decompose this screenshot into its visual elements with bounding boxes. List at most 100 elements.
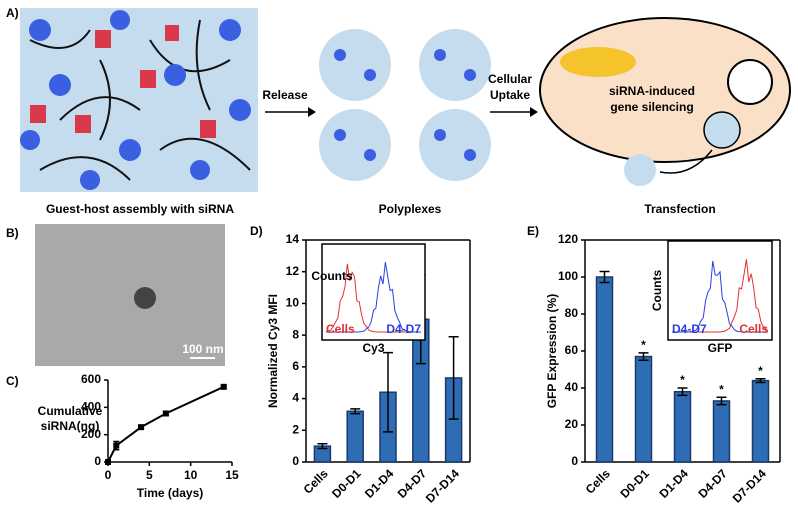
endosome (703, 111, 741, 149)
panel-label: D) (250, 224, 263, 238)
inset-x-label: GFP (708, 341, 733, 355)
x-tick-label: D7-D14 (730, 466, 769, 505)
assembly-drawing (29, 19, 251, 181)
y-tick-label: 0 (292, 454, 299, 468)
histogram-curve (672, 260, 768, 333)
inset-x-label: Cy3 (362, 341, 384, 355)
caption: Polyplexes (379, 202, 442, 216)
x-tick-label: D1-D4 (362, 466, 397, 501)
endosome (727, 59, 773, 105)
marker (105, 459, 111, 465)
error-bar (677, 387, 688, 397)
particle (134, 287, 156, 309)
y-tick-label: 6 (292, 359, 299, 373)
tem-image (35, 224, 225, 366)
y-tick-label: 20 (565, 417, 579, 431)
error-bar (599, 270, 610, 284)
inset-legend: D4-D7 (386, 322, 421, 336)
marker (162, 410, 169, 417)
arrow-label: Uptake (490, 88, 530, 102)
error-bar (317, 443, 328, 450)
inset-frame (321, 243, 426, 341)
x-tick-label: 15 (225, 468, 239, 482)
inset-legend: D4-D7 (672, 322, 707, 336)
y-tick-label: 80 (565, 306, 579, 320)
y-axis-title: Normalized Cy3 MFI (266, 294, 280, 408)
annotation: gene silencing (610, 100, 693, 114)
y-tick-label: 10 (286, 296, 300, 310)
error-bar (755, 378, 766, 384)
y-tick-label: 4 (292, 391, 299, 405)
y-tick-label: 8 (292, 327, 299, 341)
y-tick-label: 14 (286, 232, 300, 246)
bar (673, 390, 692, 463)
annotation: siRNA-induced (609, 84, 695, 98)
bar (751, 379, 770, 463)
significance: * (758, 364, 763, 378)
y-tick-label: 12 (286, 264, 300, 278)
y-tick-label: 60 (565, 343, 579, 357)
arrowhead (308, 107, 316, 117)
histogram-curve (326, 261, 422, 333)
polyplex-cores (334, 49, 476, 161)
panel-label: E) (527, 224, 539, 238)
caption: Transfection (644, 202, 715, 216)
y-tick-label: 2 (292, 422, 299, 436)
assembly-spheres (20, 10, 251, 190)
y-axis-title: GFP Expression (%) (545, 294, 559, 408)
x-tick-label: 0 (105, 468, 112, 482)
error-bar (383, 351, 393, 433)
error-bar (638, 352, 649, 361)
x-tick-label: D1-D4 (656, 466, 691, 501)
arrow-label: Release (262, 88, 308, 102)
inset-y-label: Counts (650, 270, 664, 312)
marker (138, 424, 145, 431)
marker (113, 442, 120, 449)
bar (595, 276, 614, 463)
inset-y-label: Counts (311, 269, 353, 283)
y-tick-label: 200 (81, 427, 101, 441)
x-tick-label: 10 (184, 468, 198, 482)
error-bar (350, 408, 361, 415)
bar (634, 355, 653, 463)
line (107, 385, 225, 463)
y-tick-label: 40 (565, 380, 579, 394)
error-bar (448, 335, 459, 420)
bar (346, 410, 364, 463)
panel-label: C) (6, 374, 19, 388)
y-axis-title: Cumulative (38, 404, 103, 418)
arrowhead (530, 107, 538, 117)
y-tick-label: 100 (558, 269, 578, 283)
y-tick-label: 600 (81, 372, 101, 386)
x-tick-label: Cells (301, 466, 331, 496)
polyplexes-drawing (319, 29, 491, 181)
x-tick-label: 5 (146, 468, 153, 482)
nucleus (560, 47, 636, 77)
y-tick-label: 0 (571, 454, 578, 468)
arrow-label: Cellular (488, 72, 532, 86)
y-tick-label: 0 (94, 454, 101, 468)
x-tick-label: D0-D1 (617, 466, 652, 501)
significance: * (680, 373, 685, 387)
scale-label: 100 nm (182, 342, 223, 356)
x-tick-label: D7-D14 (423, 466, 462, 505)
bar (712, 400, 731, 463)
x-tick-label: Cells (583, 466, 613, 496)
histogram-curve (325, 263, 421, 333)
inset-legend: Cells (739, 322, 768, 336)
x-axis-title: Time (days) (137, 486, 203, 500)
assembly-cups (30, 25, 216, 138)
error-bar (716, 396, 727, 406)
panel-label: A) (6, 6, 19, 20)
significance: * (641, 338, 646, 352)
polyplex (624, 154, 656, 186)
x-tick-label: D0-D1 (329, 466, 364, 501)
y-axis-title: siRNA(ng) (41, 419, 100, 433)
y-tick-label: 400 (81, 400, 101, 414)
arrow (659, 149, 713, 174)
marker (220, 383, 227, 390)
panel-label: B) (6, 226, 19, 240)
inset-frame (667, 240, 773, 341)
x-tick-label: D4-D7 (695, 466, 730, 501)
